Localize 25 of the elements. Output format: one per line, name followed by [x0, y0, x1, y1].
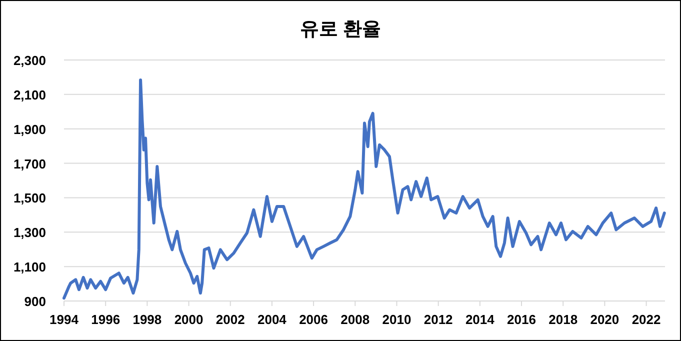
x-tick-label: 2008 [340, 312, 370, 327]
x-tick-label: 2012 [424, 312, 453, 327]
x-tick-label: 2006 [299, 312, 328, 327]
y-tick-label: 900 [24, 294, 46, 309]
x-tick-label: 2014 [465, 312, 496, 327]
x-tick-label: 1998 [132, 312, 162, 327]
x-tick-label: 2020 [590, 312, 620, 327]
y-tick-label: 1,900 [13, 122, 46, 137]
x-tick-label: 1996 [91, 312, 120, 327]
line-series [62, 78, 666, 300]
x-tick-label: 2018 [548, 312, 578, 327]
y-tick-label: 1,100 [13, 260, 46, 275]
y-tick-label: 2,100 [13, 87, 46, 102]
x-tick-label: 2016 [507, 312, 536, 327]
chart-title: 유로 환율 [300, 19, 382, 40]
x-tick-label: 2022 [632, 312, 661, 327]
x-tick-label: 1994 [50, 312, 80, 327]
x-tick-label: 2004 [258, 312, 288, 327]
y-tick-label: 1,700 [13, 156, 46, 172]
y-tick-label: 1,500 [13, 190, 46, 206]
x-tick-label: 2000 [174, 312, 204, 327]
x-tick-label: 2002 [216, 312, 245, 327]
y-tick-label: 2,300 [13, 53, 46, 68]
x-tick-label: 2010 [382, 312, 412, 327]
y-tick-label: 1,300 [13, 225, 46, 240]
